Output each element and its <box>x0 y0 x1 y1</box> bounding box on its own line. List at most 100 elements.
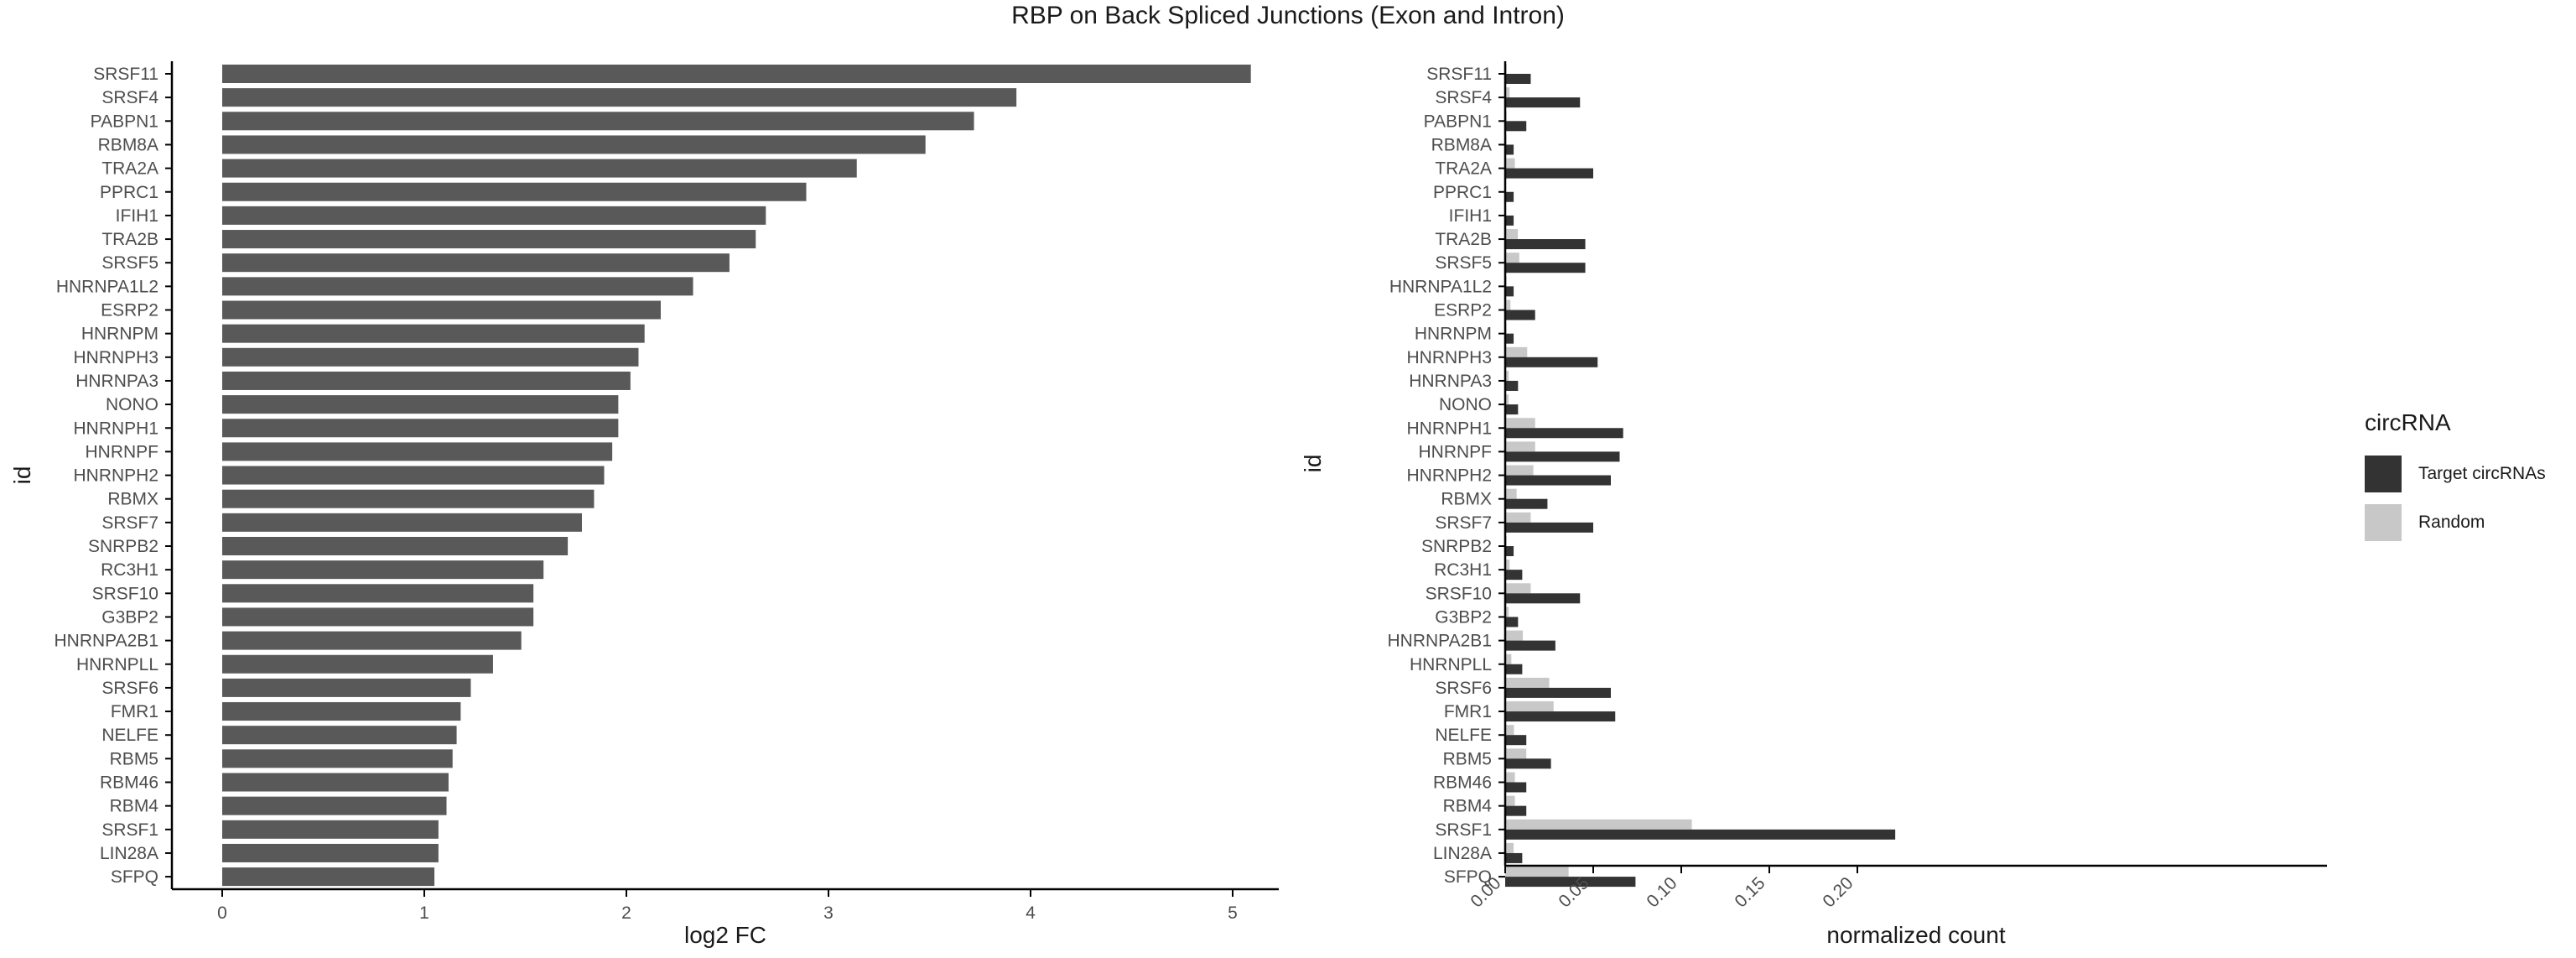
ytick-label-right: HNRNPA1L2 <box>1389 277 1492 296</box>
ytick-label-right: ESRP2 <box>1434 301 1492 320</box>
ytick-label-right: HNRNPH1 <box>1406 419 1492 438</box>
ytick-label-right: PPRC1 <box>1433 183 1492 202</box>
ytick-label-right: TRA2B <box>1435 230 1492 249</box>
bar-logfc-rbm8a <box>222 135 926 154</box>
bar-target-hnrnph2 <box>1505 475 1611 486</box>
legend-label-target: Target circRNAs <box>2418 464 2546 483</box>
bar-logfc-nono <box>222 395 619 414</box>
bar-logfc-srsf6 <box>222 678 471 697</box>
legend-item-target: Target circRNAs <box>2365 450 2546 498</box>
ytick-label-right: RBM46 <box>1433 773 1492 793</box>
bar-target-lin28a <box>1505 852 1523 863</box>
ytick-label-right: RBMX <box>1441 490 1492 509</box>
bar-logfc-rc3h1 <box>222 560 544 580</box>
ytick-label-left: HNRNPA3 <box>75 372 158 391</box>
bar-target-hnrnph3 <box>1505 357 1598 367</box>
ytick-label-right: SRSF11 <box>1426 65 1492 84</box>
bar-target-rbmx <box>1505 498 1548 509</box>
ytick-label-left: HNRNPH1 <box>73 419 158 438</box>
ytick-label-left: HNRNPLL <box>76 655 158 674</box>
bar-target-srsf6 <box>1505 687 1611 698</box>
bar-logfc-g3bp2 <box>222 607 534 627</box>
xtick-label-left: 4 <box>1026 903 1036 923</box>
ytick-label-right: HNRNPM <box>1415 325 1492 344</box>
ytick-label-right: HNRNPF <box>1419 442 1493 461</box>
bar-random-nelfe <box>1505 725 1514 736</box>
bar-logfc-snrpb2 <box>222 537 569 555</box>
x-axis-title-left: log2 FC <box>684 922 766 948</box>
bar-target-sfpq <box>1505 877 1636 888</box>
bar-logfc-tra2b <box>222 230 756 249</box>
ytick-label-left: HNRNPA2B1 <box>55 632 158 651</box>
bar-target-rbm4 <box>1505 805 1527 816</box>
ytick-label-left: SRSF5 <box>101 253 158 273</box>
ytick-label-left: SRSF10 <box>92 584 158 603</box>
bar-random-srsf6 <box>1505 677 1550 688</box>
ytick-label-right: SRSF4 <box>1435 88 1492 107</box>
bar-logfc-sfpq <box>222 867 435 887</box>
y-axis-title-right: id <box>1300 455 1326 473</box>
bar-logfc-esrp2 <box>222 300 661 320</box>
ytick-label-right: G3BP2 <box>1435 607 1492 627</box>
ytick-label-left: SRSF6 <box>101 679 158 698</box>
bar-random-lin28a <box>1505 842 1514 853</box>
legend-item-random: Random <box>2365 498 2546 547</box>
ytick-label-right: RBM5 <box>1443 749 1492 768</box>
ytick-label-left: TRA2B <box>101 230 158 249</box>
bar-logfc-hnrnph2 <box>222 466 605 485</box>
legend: circRNA Target circRNAs Random <box>2365 409 2546 547</box>
bar-random-srsf5 <box>1505 253 1519 263</box>
bar-target-ifih1 <box>1505 215 1514 226</box>
ytick-label-right: LIN28A <box>1433 844 1492 863</box>
ytick-label-left: PABPN1 <box>91 112 158 131</box>
bar-random-sfpq <box>1505 867 1569 877</box>
ytick-label-right: RBM4 <box>1443 797 1493 816</box>
ytick-label-left: HNRNPH3 <box>73 348 158 367</box>
bar-logfc-hnrnpa1l2 <box>222 277 693 296</box>
ytick-label-right: HNRNPA3 <box>1409 372 1492 391</box>
bar-target-srsf5 <box>1505 263 1586 273</box>
bar-target-srsf10 <box>1505 593 1581 604</box>
bar-logfc-rbm46 <box>222 773 449 792</box>
bar-target-srsf1 <box>1505 829 1896 840</box>
ytick-label-left: SFPQ <box>111 867 158 887</box>
ytick-label-right: SRSF5 <box>1435 253 1492 273</box>
bar-target-hnrnpm <box>1505 333 1514 344</box>
xtick-label-left: 0 <box>217 903 227 923</box>
bar-logfc-srsf5 <box>222 253 730 273</box>
ytick-label-right: SRSF7 <box>1435 513 1492 533</box>
legend-swatch-random <box>2365 504 2402 541</box>
ytick-label-left: HNRNPH2 <box>73 466 158 486</box>
bar-logfc-srsf4 <box>222 88 1017 107</box>
bar-random-tra2b <box>1505 229 1519 240</box>
ytick-label-right: HNRNPA2B1 <box>1388 632 1492 651</box>
ytick-label-left: RBM5 <box>110 749 158 768</box>
bar-target-hnrnpa2b1 <box>1505 640 1555 651</box>
ytick-label-left: FMR1 <box>111 702 158 721</box>
ytick-label-left: RC3H1 <box>101 560 158 580</box>
bar-logfc-rbmx <box>222 489 595 508</box>
bar-target-hnrnpa3 <box>1505 380 1519 391</box>
bar-logfc-rbm5 <box>222 749 453 768</box>
ytick-label-left: HNRNPM <box>81 325 158 344</box>
bar-random-esrp2 <box>1505 299 1511 310</box>
ytick-label-right: RBM8A <box>1431 135 1492 154</box>
bar-target-tra2b <box>1505 239 1586 250</box>
bar-target-rc3h1 <box>1505 570 1523 581</box>
ytick-label-left: PPRC1 <box>100 183 158 202</box>
bar-random-g3bp2 <box>1505 607 1509 617</box>
bar-random-fmr1 <box>1505 701 1554 712</box>
ytick-label-left: SRSF7 <box>101 513 158 533</box>
bar-random-rbmx <box>1505 488 1517 499</box>
legend-swatch-target <box>2365 456 2402 492</box>
ytick-label-left: NONO <box>106 395 158 414</box>
ytick-label-left: RBMX <box>107 490 158 509</box>
bar-logfc-tra2a <box>222 159 857 178</box>
bar-random-rbm4 <box>1505 795 1515 806</box>
xtick-label-right: 0.20 <box>1819 873 1857 911</box>
bar-target-hnrnph1 <box>1505 428 1623 439</box>
ytick-label-right: SRSF6 <box>1435 679 1492 698</box>
bar-target-g3bp2 <box>1505 617 1519 627</box>
bar-random-nono <box>1505 394 1509 405</box>
